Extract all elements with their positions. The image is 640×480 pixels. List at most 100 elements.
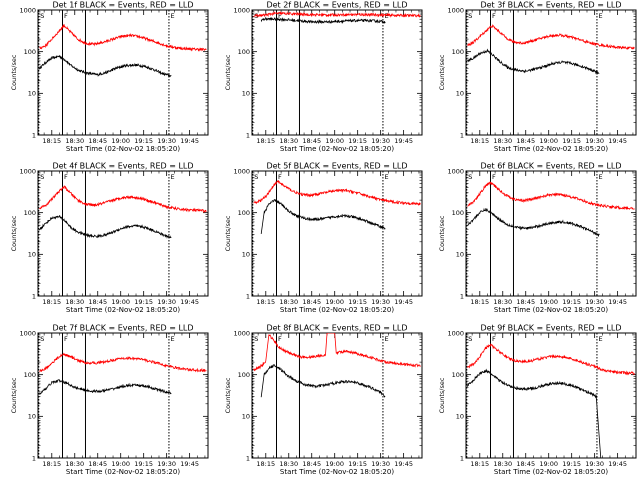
plot-frame [465,332,637,459]
y-tick-label: 10 [28,251,36,259]
y-tick-label: 10 [242,413,250,421]
events-series-line [467,207,600,238]
x-tick-label: 19:15 [348,298,367,306]
time-marker-label: E [384,335,388,343]
y-tick-label: 100 [452,48,464,56]
x-tick-label: 19:30 [585,137,604,145]
plot-frame [251,332,423,459]
x-tick-label: 19:00 [111,137,130,145]
x-axis-label: Start Time (02-Nov-02 18:05:20) [494,306,608,314]
plot-frame [251,9,423,136]
time-marker-label: F [492,173,496,181]
x-tick-label: 19:45 [608,137,627,145]
x-tick-label: 19:30 [371,460,390,468]
time-marker-label: E [598,173,602,181]
x-tick-label: 18:15 [42,137,61,145]
x-tick-label: 19:15 [134,460,153,468]
x-tick-label: 18:45 [516,137,535,145]
x-tick-label: 19:15 [562,460,581,468]
y-tick-label: 1 [246,292,250,300]
plot-frame [37,332,209,459]
time-marker-label: E [170,12,174,20]
y-tick-label: 100 [452,209,464,217]
x-tick-label: 18:30 [279,137,298,145]
x-tick-label: 19:30 [371,137,390,145]
time-marker-label: F [64,173,68,181]
time-marker-label: S [468,173,472,181]
y-tick-label: 1000 [447,6,464,14]
x-tick-label: 19:00 [325,460,344,468]
y-tick-label: 10 [28,90,36,98]
plot-frame [37,170,209,297]
y-tick-label: 1000 [19,167,36,175]
detector-panel: Det 9f BLACK = Events, RED = LLD 1 10 100 10… [438,324,637,476]
x-tick-label: 19:30 [585,460,604,468]
time-marker-label: S [254,335,258,343]
x-tick-label: 18:15 [256,298,275,306]
x-tick-label: 18:45 [516,460,535,468]
panel-title: Det 9f BLACK = Events, RED = LLD [480,324,621,333]
x-tick-label: 19:00 [325,137,344,145]
y-tick-label: 100 [24,371,36,379]
y-tick-label: 1 [246,131,250,139]
time-marker-label: E [384,173,388,181]
events-series-line [39,54,172,78]
x-axis-label: Start Time (02-Nov-02 18:05:20) [280,468,394,476]
x-tick-label: 19:30 [157,460,176,468]
time-marker-label: E [170,335,174,343]
x-tick-label: 19:00 [325,298,344,306]
x-tick-label: 18:15 [256,137,275,145]
y-tick-label: 1 [32,292,36,300]
y-tick-label: 1 [32,131,36,139]
y-tick-label: 1 [460,131,464,139]
time-marker-label: F [278,173,282,181]
x-tick-label: 19:00 [111,298,130,306]
panel-title: Det 1f BLACK = Events, RED = LLD [52,1,193,10]
x-tick-label: 18:30 [493,298,512,306]
x-tick-label: 19:30 [157,137,176,145]
time-marker-label: E [170,173,174,181]
x-axis-label: Start Time (02-Nov-02 18:05:20) [280,145,394,153]
lld-series-line [467,342,635,376]
time-marker-label: F [278,335,282,343]
y-tick-label: 1000 [233,329,250,337]
x-tick-label: 19:45 [608,460,627,468]
y-axis-label: Counts/sec [224,215,232,251]
events-series-line [467,48,600,75]
y-axis-label: Counts/sec [224,54,232,90]
x-tick-label: 19:15 [134,137,153,145]
plot-frame [251,170,423,297]
plot-frame [465,170,637,297]
detector-panel: Det 7f BLACK = Events, RED = LLD 1 10 100 10… [10,324,209,476]
detector-panel: Det 3f BLACK = Events, RED = LLD 1 10 100 10… [438,1,637,153]
y-tick-label: 1 [246,454,250,462]
panel-title: Det 3f BLACK = Events, RED = LLD [480,1,621,10]
panel-title: Det 8f BLACK = Events, RED = LLD [266,324,407,333]
x-tick-label: 19:45 [394,460,413,468]
x-tick-label: 18:15 [256,460,275,468]
x-tick-label: 18:30 [493,460,512,468]
y-tick-label: 1000 [447,167,464,175]
y-tick-label: 10 [242,251,250,259]
x-tick-label: 19:30 [157,298,176,306]
time-marker-label: S [254,173,258,181]
x-tick-label: 19:15 [348,137,367,145]
panel-title: Det 2f BLACK = Events, RED = LLD [266,1,407,10]
y-tick-label: 100 [452,371,464,379]
panel-title: Det 6f BLACK = Events, RED = LLD [480,162,621,171]
y-axis-label: Counts/sec [438,377,446,413]
x-tick-label: 19:00 [539,298,558,306]
y-tick-label: 1000 [233,6,250,14]
y-tick-label: 100 [238,209,250,217]
x-tick-label: 19:15 [134,298,153,306]
lld-series-line [467,24,635,50]
time-marker-label: E [384,12,388,20]
time-marker-label: F [492,12,496,20]
detector-panel: Det 8f BLACK = Events, RED = LLD 1 10 100 10… [224,324,423,476]
y-tick-label: 10 [456,90,464,98]
time-marker-label: S [468,12,472,20]
x-tick-label: 18:30 [65,460,84,468]
detector-panel: Det 2f BLACK = Events, RED = LLD 1 10 100 10… [224,1,423,153]
events-series-line [260,364,386,398]
x-tick-label: 19:45 [180,137,199,145]
